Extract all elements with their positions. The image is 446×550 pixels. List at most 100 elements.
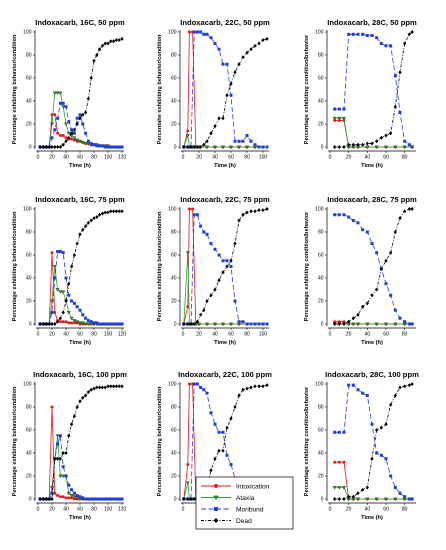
- data-point-moribund: [233, 299, 237, 303]
- data-point-dead: [44, 145, 49, 149]
- data-point-dead: [89, 218, 93, 223]
- data-point-dead: [75, 122, 79, 126]
- data-point-ataxia: [332, 486, 337, 490]
- y-tick-label: 20: [171, 299, 177, 305]
- data-point-dead: [365, 301, 369, 306]
- data-point-ataxia: [185, 481, 190, 485]
- data-point-dead: [225, 264, 229, 269]
- data-point-dead: [92, 58, 96, 63]
- data-point-ataxia: [229, 145, 233, 150]
- y-axis-label: Percentage exhibiting behavior/condition: [12, 211, 18, 321]
- data-point-intoxication: [191, 207, 195, 211]
- data-point-moribund: [356, 221, 360, 225]
- data-point-moribund: [361, 228, 365, 232]
- data-point-dead: [351, 142, 355, 147]
- y-tick-label: 80: [26, 230, 32, 236]
- data-point-moribund: [195, 30, 199, 34]
- data-point-dead: [379, 425, 383, 430]
- data-point-ataxia: [83, 142, 88, 146]
- chart-panel: Indoxacarb, 28C, 100 ppm 0 20 40 60 80 100 0 20 4…: [304, 370, 419, 521]
- chart-title: Indoxacarb, 22C, 100 ppm: [178, 370, 272, 379]
- x-tick-label: 120: [118, 332, 127, 338]
- data-point-dead: [198, 312, 203, 317]
- data-point-moribund: [407, 497, 411, 501]
- data-point-moribund: [64, 474, 68, 478]
- data-point-moribund: [106, 145, 110, 149]
- panels-grid: Indoxacarb, 16C, 50 ppm 0 20 40 60 80 100 0 20 40…: [12, 18, 419, 521]
- data-point-ataxia: [66, 311, 71, 315]
- data-point-moribund: [86, 139, 90, 143]
- y-tick-label: 40: [318, 276, 324, 282]
- series-line-dead: [40, 38, 123, 148]
- data-point-dead: [375, 428, 379, 432]
- series-moribund: [333, 213, 414, 326]
- data-point-moribund: [351, 383, 355, 387]
- data-point-dead: [189, 497, 193, 501]
- data-point-dead: [67, 135, 71, 140]
- data-point-dead: [195, 145, 200, 149]
- series-dead: [38, 209, 124, 326]
- y-tick-label: 100: [168, 207, 177, 213]
- y-tick-label: 100: [315, 30, 324, 36]
- y-axis-label: Percentage exhibiting behavior/condition: [12, 34, 18, 144]
- y-tick-label: 20: [171, 122, 177, 128]
- y-tick-label: 20: [26, 299, 32, 305]
- data-point-moribund: [209, 36, 213, 40]
- data-point-ataxia: [356, 322, 360, 327]
- data-point-dead: [53, 456, 57, 461]
- legend-marker-moribund: [214, 507, 218, 511]
- data-point-dead: [249, 209, 253, 214]
- y-tick-label: 60: [318, 253, 324, 259]
- data-point-moribund: [333, 107, 337, 111]
- legend-marker-ataxia: [213, 495, 219, 501]
- data-point-moribund: [229, 265, 233, 268]
- data-point-moribund: [89, 142, 93, 146]
- data-point-moribund: [58, 101, 62, 105]
- data-point-moribund: [89, 320, 93, 324]
- data-point-ataxia: [69, 316, 74, 321]
- data-point-dead: [67, 433, 71, 438]
- y-tick-label: 40: [171, 276, 177, 282]
- data-point-dead: [109, 384, 113, 389]
- data-point-dead: [257, 41, 261, 46]
- y-tick-label: 60: [26, 253, 32, 259]
- data-point-moribund: [361, 391, 365, 395]
- data-point-dead: [92, 216, 96, 221]
- data-point-dead: [111, 209, 116, 214]
- data-point-moribund: [241, 320, 245, 324]
- data-point-moribund: [403, 320, 407, 324]
- data-point-dead: [117, 38, 121, 42]
- data-point-dead: [111, 39, 116, 44]
- data-point-intoxication: [64, 136, 68, 140]
- series-intoxication: [182, 207, 265, 326]
- data-point-ataxia: [213, 322, 217, 327]
- data-point-intoxication: [333, 460, 337, 464]
- data-point-moribund: [75, 305, 79, 309]
- data-point-dead: [120, 209, 124, 214]
- data-point-moribund: [410, 322, 414, 326]
- data-point-dead: [89, 387, 93, 392]
- data-point-dead: [365, 141, 369, 146]
- data-point-moribund: [199, 385, 203, 389]
- data-point-moribund: [209, 411, 213, 415]
- legend-marker-dead: [213, 517, 219, 524]
- data-point-moribund: [114, 322, 118, 326]
- x-tick-label: 20: [196, 155, 202, 161]
- data-point-dead: [100, 211, 105, 216]
- data-point-dead: [213, 456, 217, 461]
- data-point-intoxication: [70, 137, 74, 141]
- data-point-dead: [189, 322, 193, 326]
- x-tick-label: 100: [104, 507, 113, 513]
- data-point-moribund: [98, 322, 102, 326]
- data-point-moribund: [403, 495, 407, 499]
- data-point-dead: [393, 104, 397, 109]
- data-point-dead: [44, 322, 49, 326]
- y-tick-label: 20: [26, 474, 32, 480]
- y-tick-label: 60: [171, 428, 177, 434]
- data-point-moribund: [245, 322, 249, 326]
- data-point-moribund: [92, 143, 96, 147]
- data-point-dead: [114, 38, 119, 42]
- legend-item-moribund: Moribund: [201, 506, 264, 513]
- x-tick-label: 80: [244, 332, 250, 338]
- legend-label-ataxia: Ataxia: [236, 495, 255, 502]
